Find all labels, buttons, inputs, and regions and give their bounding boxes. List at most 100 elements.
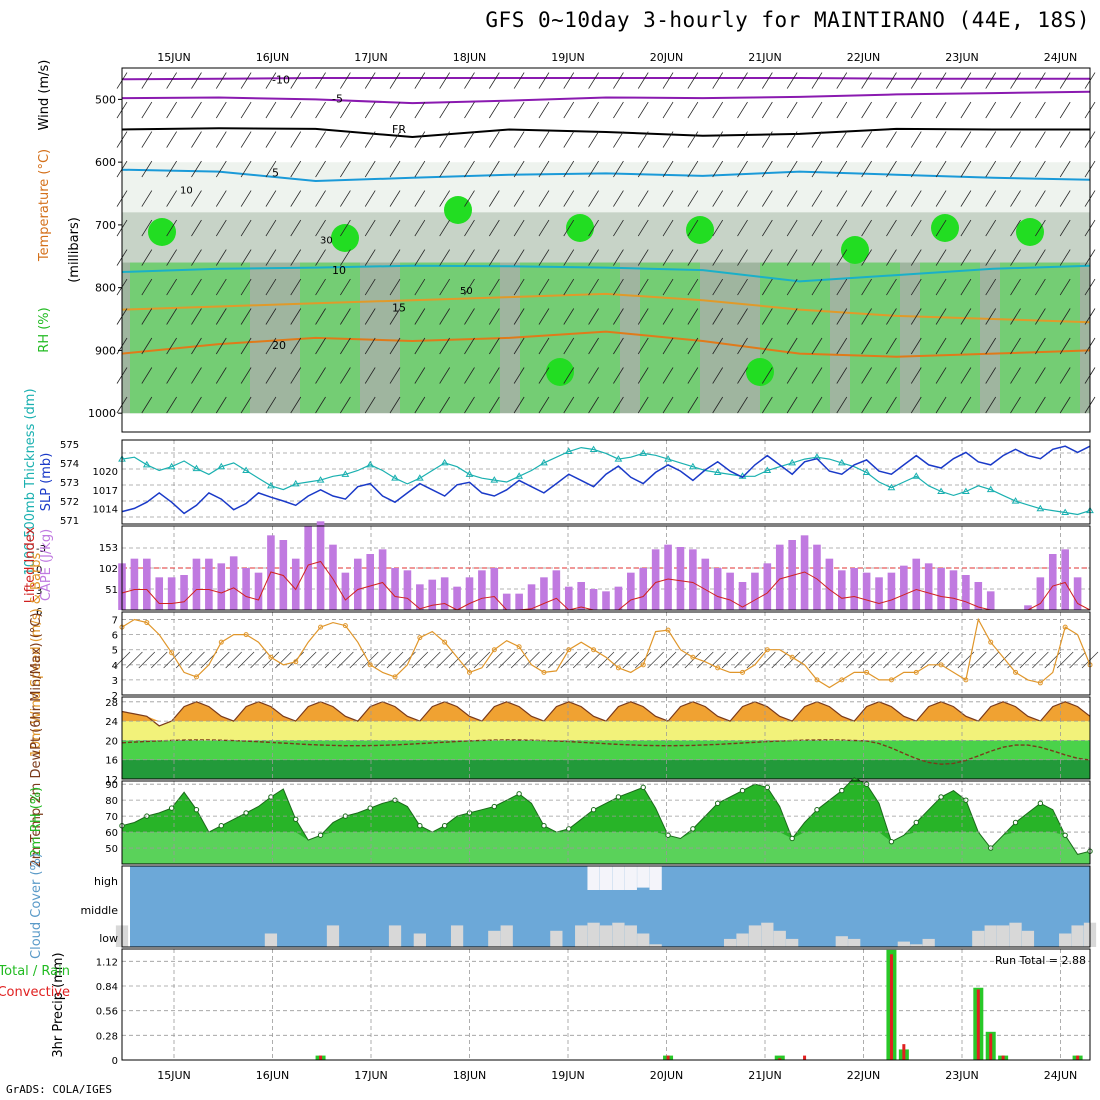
cape-bar [329, 544, 337, 610]
cloud-low-bar [848, 938, 861, 947]
wind-barb [932, 651, 950, 669]
rh-marker [218, 822, 224, 829]
wind-barb [588, 190, 599, 207]
wind-barb [538, 72, 550, 89]
wind-barb [588, 72, 599, 89]
wind-barb [821, 651, 838, 669]
cloud-low-bar [984, 925, 997, 947]
wind-barb [389, 72, 401, 89]
wind-barb [315, 101, 326, 119]
wind-barb [637, 367, 649, 384]
rh-marker [640, 784, 646, 791]
wind-barb [637, 219, 649, 237]
rh-axis-label: RH (%) [37, 307, 52, 352]
wind-barb [563, 72, 575, 89]
wind-barb [386, 651, 404, 669]
isotherm-line [121, 168, 1091, 183]
wind-barb [414, 249, 426, 266]
thickness-marker [1061, 508, 1070, 516]
wind-barb [191, 72, 202, 89]
rh-saturated-blob [331, 224, 359, 252]
wind10m-panel: 2 3 4 5 6 7 10m Wind Speed (m/s) & Barbs [29, 552, 1099, 757]
rh-marker [541, 822, 547, 829]
wind-barb [845, 651, 863, 669]
wind-barb [836, 190, 848, 207]
wind-barb [191, 219, 202, 237]
wind-barb [215, 337, 227, 355]
li-axis-label: Lifted Index [23, 526, 38, 603]
wind-barb [761, 337, 773, 355]
cape-bar [713, 568, 722, 610]
wind-barb [861, 337, 872, 355]
wind-barb [935, 337, 947, 355]
wind-barb [240, 101, 252, 119]
wind-barb [414, 160, 426, 178]
wind-barb [910, 278, 922, 296]
wind-barb [712, 308, 724, 325]
wind-barb [960, 160, 972, 178]
cape-bar [937, 568, 945, 610]
wind-barb [1032, 651, 1049, 669]
wind-barb [861, 308, 872, 325]
rh-moist-column [520, 262, 620, 414]
wind-barb [622, 651, 640, 669]
wind-barb [786, 160, 798, 178]
wind-barb [1010, 219, 1021, 237]
wind-barb [883, 651, 900, 669]
wind-barb [464, 308, 475, 325]
wind-barb [786, 190, 798, 207]
cape-bar [391, 568, 399, 610]
wind-barb [737, 219, 748, 237]
wind-speed-marker [169, 650, 175, 656]
thickness-marker [887, 483, 896, 491]
wind-barb [687, 249, 699, 266]
cape-bar [1048, 554, 1057, 610]
pressure-tick-label: 1000 [88, 407, 116, 420]
wind-barb [662, 278, 674, 296]
wind-barb [538, 367, 550, 384]
cape-tick-label: 153 [99, 543, 118, 554]
wind-barb [538, 308, 550, 325]
wind-barb [439, 396, 451, 414]
wind-barb [1035, 219, 1046, 237]
wind-barb [439, 308, 451, 325]
wind-barb [712, 72, 724, 89]
cloud-high-bar [612, 866, 625, 890]
wind-speed-marker [193, 674, 199, 680]
wind-barb [935, 190, 947, 207]
wind-barb [240, 131, 252, 148]
temp-warm-fill [122, 701, 1090, 722]
wind-barb [191, 160, 202, 178]
wind-barb [737, 396, 748, 414]
wind-barb [960, 219, 972, 237]
cape-bar [242, 568, 250, 610]
wind-barb [910, 131, 922, 148]
wind-barb [672, 651, 689, 669]
wind-barb [960, 101, 972, 119]
precip-axis-label: 3hr Precip (mm) [51, 952, 66, 1057]
wind-barb [1069, 651, 1086, 669]
wind-speed-marker [988, 639, 994, 645]
wind-barb [687, 308, 699, 325]
cape-bar [986, 591, 995, 610]
wind-barb [613, 337, 624, 355]
wind-barb [588, 219, 599, 237]
wind-barb [960, 308, 972, 325]
wind-barb [364, 101, 376, 119]
wind-barb [637, 190, 649, 207]
wind-barb [970, 651, 987, 669]
wind-speed-marker [665, 627, 671, 633]
wind-barb [488, 396, 500, 414]
wind-barb [414, 72, 426, 89]
temp-band-16-20 [122, 740, 1090, 760]
wind-barb [464, 160, 475, 178]
cape-bar [527, 584, 536, 610]
upper-air-panel: -10 -5 FR 5 10 15 20 500 600 700 800 900 1000 10 30 50 R… [37, 60, 1096, 433]
wind-barb [389, 367, 401, 384]
wind-barb [761, 367, 773, 384]
wind-barb [697, 651, 714, 669]
cape-bar [143, 558, 151, 610]
wind-barb [1059, 190, 1071, 207]
thickness-marker [986, 485, 995, 493]
